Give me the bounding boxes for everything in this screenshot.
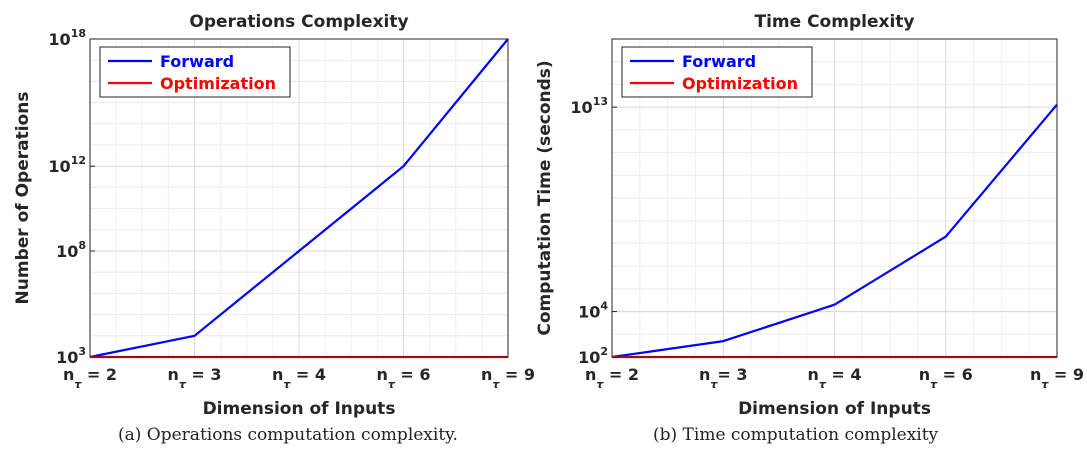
y-tick-label: 108 — [56, 239, 86, 261]
y-tick-label: 102 — [578, 345, 608, 367]
axes-box — [611, 38, 1058, 358]
chart-title: Operations Complexity — [189, 12, 408, 32]
y-tick-label: 1013 — [570, 95, 608, 117]
y-tick-label: 1018 — [48, 27, 86, 49]
x-tick-label: nτ = 6 — [919, 365, 973, 391]
legend-label: Forward — [682, 52, 756, 71]
x-tick-label: nτ= 3 — [699, 365, 748, 391]
x-tick-label: nτ = 4 — [272, 365, 326, 391]
axes-box — [89, 38, 509, 358]
legend-label: Optimization — [160, 74, 276, 93]
caption-b: (b) Time computation complexity — [653, 425, 939, 445]
x-tick-label: nτ = 2 — [63, 365, 117, 391]
x-tick-label: nτ = 4 — [807, 365, 861, 391]
legend-label: Forward — [160, 52, 234, 71]
chart-b: 102 104 1013 nτ = 2 nτ= 3 nτ = 4 nτ = 6 nτ = 9 T… — [535, 12, 1084, 419]
legend-box — [621, 46, 813, 98]
chart-title: Time Complexity — [755, 12, 915, 32]
series-line-forward — [89, 38, 509, 359]
x-tick-label: nτ = 6 — [376, 365, 430, 391]
y-axis-label: Number of Operations — [13, 92, 33, 305]
x-axis-label: Dimension of Inputs — [738, 399, 931, 419]
x-tick-label: nτ = 3 — [167, 365, 221, 391]
y-tick-label: 1012 — [48, 154, 86, 176]
caption-a: (a) Operations computation complexity. — [118, 425, 458, 445]
x-axis-label: Dimension of Inputs — [203, 399, 396, 419]
chart-a: 103 108 1012 1018 nτ = 2 nτ = 3 nτ = 4 nτ = 6 nτ… — [13, 12, 535, 419]
legend-box — [99, 46, 291, 98]
series-line-forward — [611, 103, 1058, 359]
y-tick-label: 103 — [56, 345, 86, 367]
y-tick-label: 104 — [578, 300, 608, 322]
x-tick-label: nτ = 9 — [481, 365, 535, 391]
legend-label: Optimization — [682, 74, 798, 93]
x-tick-label: nτ = 2 — [585, 365, 639, 391]
y-axis-label: Computation Time (seconds) — [535, 60, 555, 335]
x-tick-label: nτ = 9 — [1030, 365, 1084, 391]
